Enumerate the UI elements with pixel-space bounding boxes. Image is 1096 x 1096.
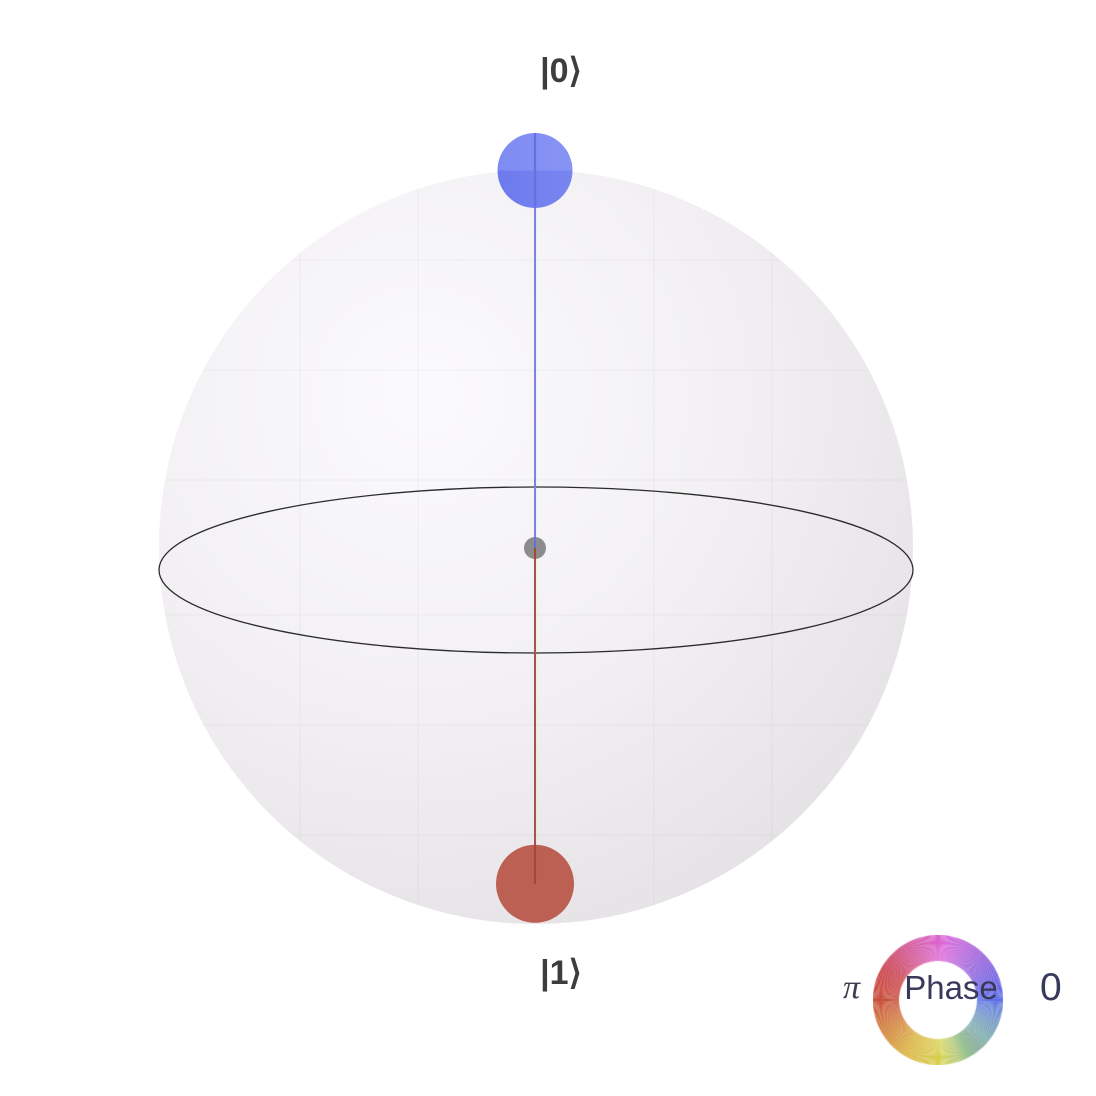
svg-text:|1⟩: |1⟩ (540, 954, 582, 992)
svg-text:|0⟩: |0⟩ (540, 52, 582, 90)
